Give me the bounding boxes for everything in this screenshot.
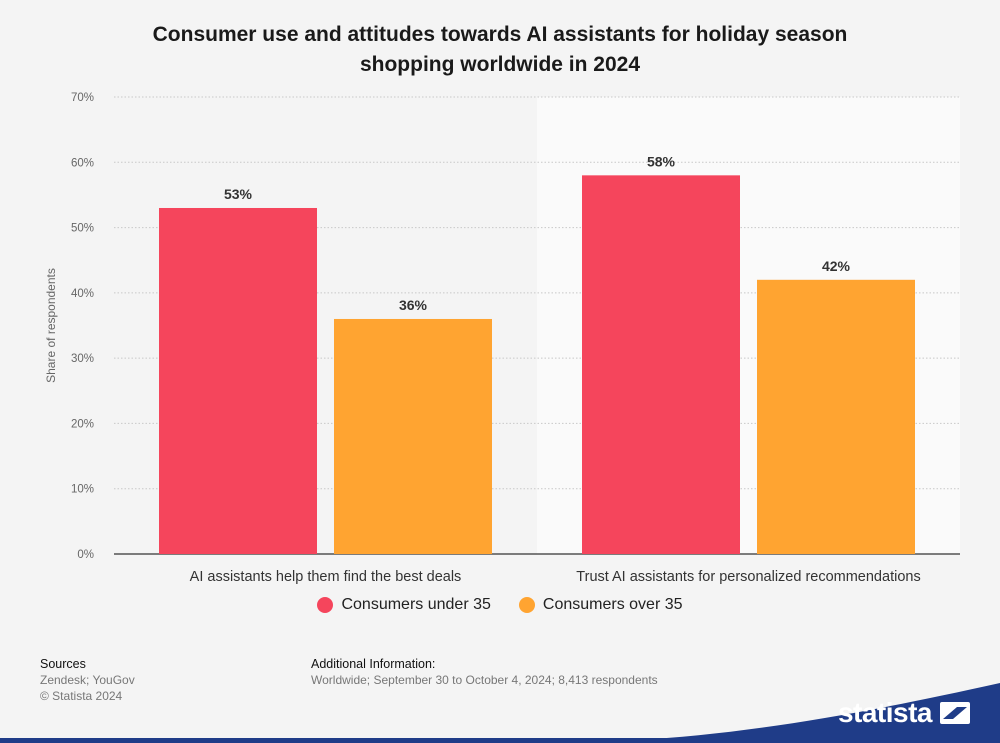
legend: Consumers under 35 Consumers over 35 — [0, 596, 1000, 614]
y-tick-label: 60% — [71, 157, 94, 169]
bar-value-label: 42% — [822, 258, 851, 274]
bar-chart: 0% 10% 20% 30% 40% 50% 60% 70% 53% 36% 58% 42% AI … — [44, 92, 960, 585]
legend-item-under-35[interactable]: Consumers under 35 — [317, 596, 491, 614]
x-category-label: AI assistants help them find the best de… — [190, 569, 462, 585]
brand-name: statista — [837, 697, 933, 728]
brand[interactable]: statista — [838, 697, 970, 729]
y-tick-label: 50% — [71, 223, 94, 235]
y-tick-label: 70% — [71, 92, 94, 104]
bar-value-label: 58% — [647, 153, 676, 169]
sources-block: Sources Zendesk; YouGov © Statista 2024 — [40, 656, 135, 704]
y-axis-label: Share of respondents — [44, 268, 58, 383]
chart-title: Consumer use and attitudes towards AI as… — [0, 20, 1000, 80]
legend-dot-over-35 — [518, 597, 535, 613]
y-tick-label: 40% — [71, 288, 94, 300]
chart-title-line-2: shopping worldwide in 2024 — [359, 53, 641, 76]
statista-logo-icon — [940, 702, 970, 724]
additional-info-text: Worldwide; September 30 to October 4, 20… — [311, 673, 658, 687]
y-tick-label: 30% — [71, 353, 94, 365]
x-category-label: Trust AI assistants for personalized rec… — [576, 569, 920, 585]
sources-text[interactable]: Zendesk; YouGov — [40, 673, 135, 687]
bar[interactable] — [582, 175, 740, 555]
legend-label-under-35: Consumers under 35 — [341, 596, 491, 613]
legend-item-over-35[interactable]: Consumers over 35 — [518, 596, 683, 614]
bar[interactable] — [334, 318, 492, 554]
additional-info-heading: Additional Information: — [311, 657, 436, 671]
legend-dot-under-35 — [317, 597, 334, 613]
legend-label-over-35: Consumers over 35 — [542, 596, 683, 613]
y-tick-label: 0% — [77, 549, 94, 561]
bar-value-label: 36% — [399, 297, 428, 313]
y-tick-label: 10% — [71, 484, 94, 496]
bar[interactable] — [159, 207, 317, 554]
additional-info-block: Additional Information: Worldwide; Septe… — [311, 656, 658, 688]
bar[interactable] — [757, 279, 915, 554]
copyright-text: © Statista 2024 — [40, 689, 123, 703]
sources-heading: Sources — [40, 657, 86, 671]
bar-value-label: 53% — [224, 186, 253, 202]
y-tick-label: 20% — [71, 418, 94, 430]
brand-wave — [0, 683, 1000, 743]
chart-title-line-1: Consumer use and attitudes towards AI as… — [152, 23, 848, 46]
